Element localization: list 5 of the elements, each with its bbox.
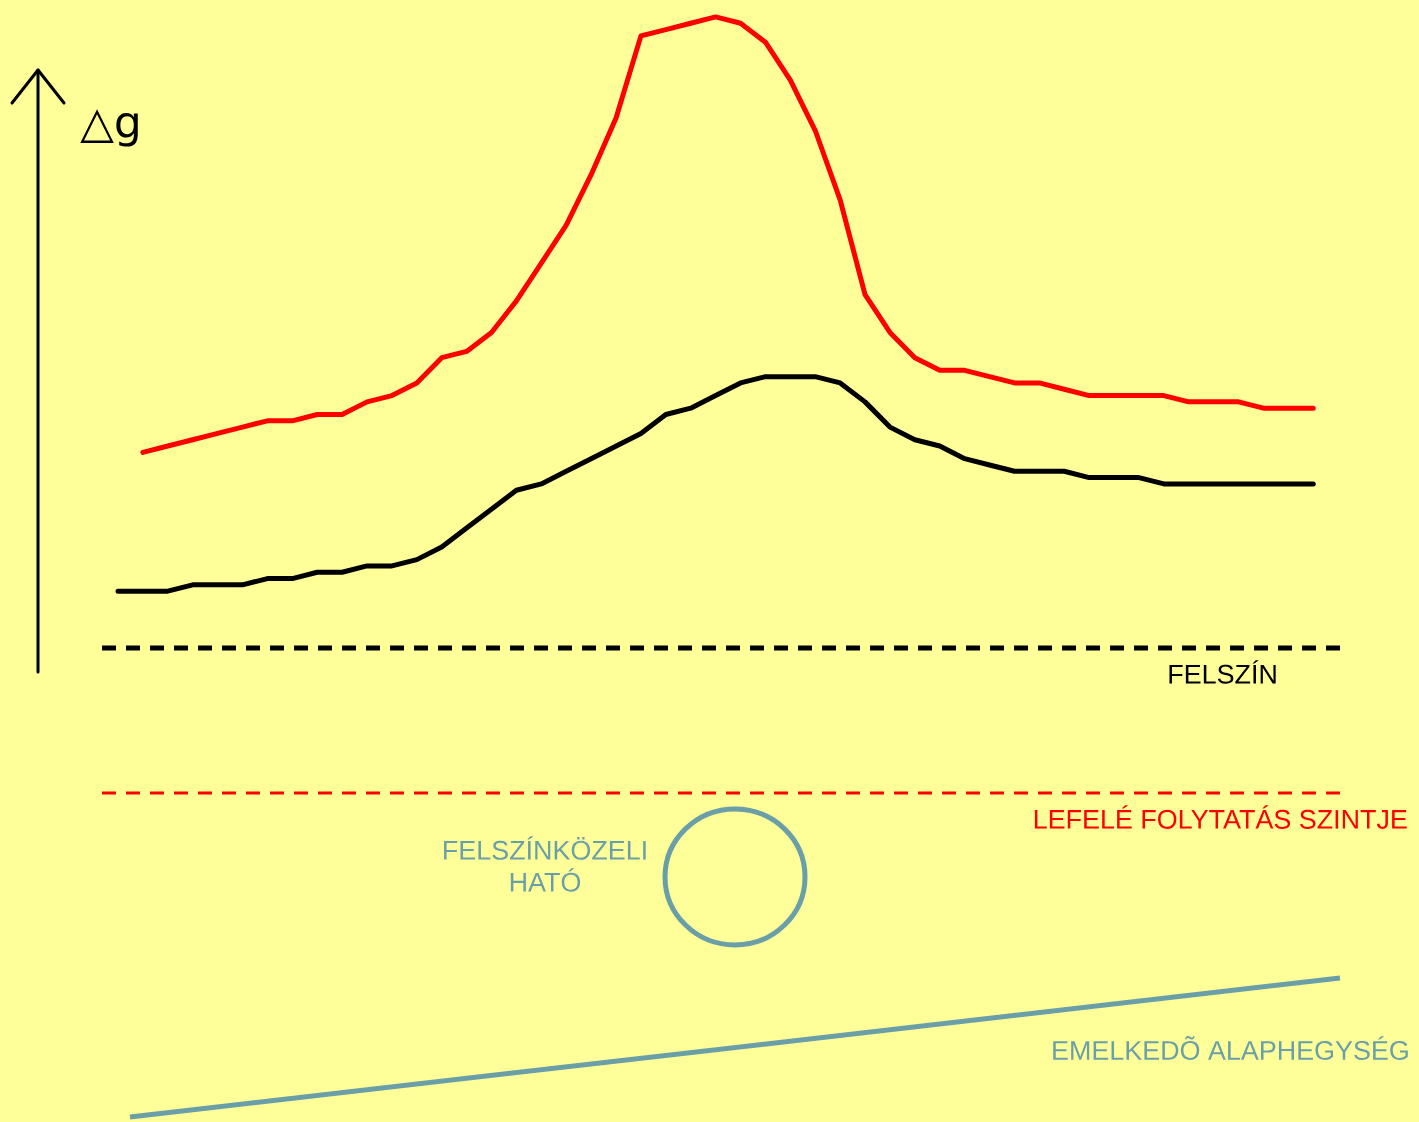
text: EMELKEDÕ ALAPHEGYSÉG: [1053, 1036, 1408, 1060]
ref-line-label: FELSZÍN: [1169, 660, 1276, 684]
text: FELSZÍNKÖZELI HATÓ: [444, 836, 646, 892]
y-axis-title: △g: [80, 109, 138, 147]
ref-line-label: LEFELÉ FOLYTATÁS SZINTJE: [1034, 805, 1407, 829]
